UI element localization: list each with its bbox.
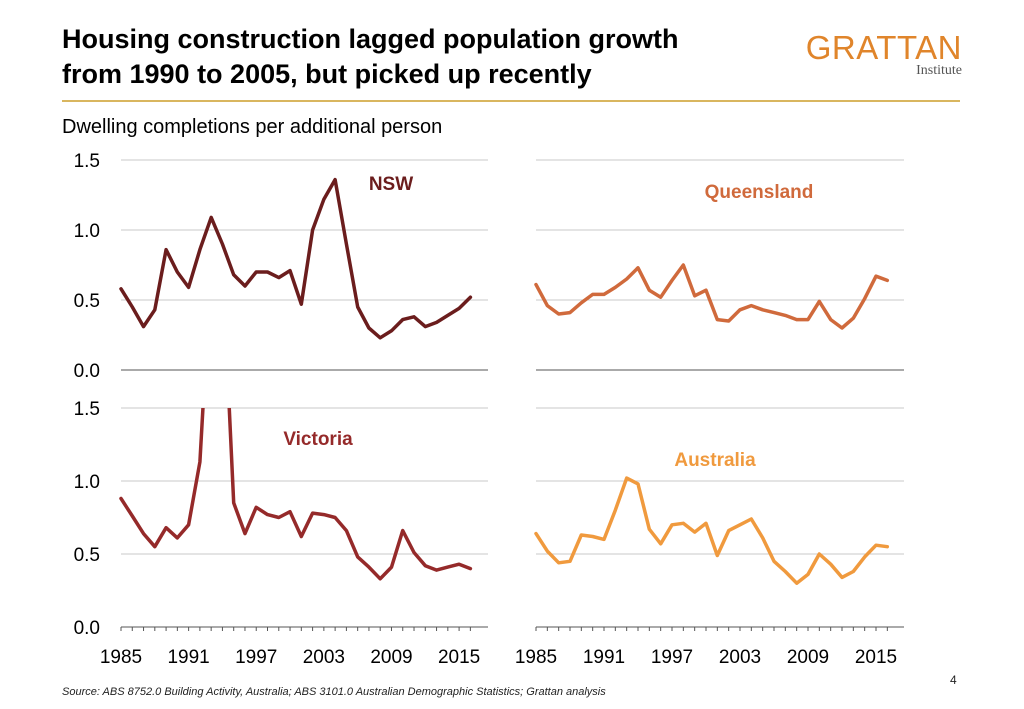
series-line-victoria <box>119 408 473 581</box>
title-line-1: Housing construction lagged population g… <box>62 24 679 54</box>
title-line-2: from 1990 to 2005, but picked up recentl… <box>62 59 592 89</box>
source-note: Source: ABS 8752.0 Building Activity, Au… <box>62 686 606 698</box>
y-tick-label: 1.0 <box>74 221 100 242</box>
logo-main-text: GRATTAN <box>805 29 962 66</box>
y-tick-label: 0.5 <box>74 291 100 312</box>
x-tick-label: 1991 <box>167 647 209 668</box>
x-tick-label: 1997 <box>651 647 693 668</box>
x-tick-label: 1991 <box>583 647 625 668</box>
title-divider <box>62 100 960 102</box>
panel-top-right: Queensland <box>534 159 904 371</box>
y-tick-label: 1.5 <box>74 151 100 172</box>
x-tick-label: 2003 <box>719 647 761 668</box>
logo-sub-text: Institute <box>916 63 962 78</box>
x-tick-label: 2015 <box>855 647 897 668</box>
x-tick-label: 2009 <box>370 647 412 668</box>
panel-bottom-left: 0.0 0.5 1.0 1.5 1985 1991 1997 2003 2009 2015 Vict… <box>74 399 488 668</box>
y-tick-label: 1.0 <box>74 472 100 493</box>
x-tick-label: 2015 <box>438 647 480 668</box>
x-tick-label: 1985 <box>100 647 142 668</box>
panel-bottom-right: 1985 1991 1997 2003 2009 2015 Australia <box>515 407 904 668</box>
x-tick-label: 1997 <box>235 647 277 668</box>
series-label-queensland: Queensland <box>705 182 814 203</box>
x-tick-label: 1985 <box>515 647 557 668</box>
series-line-nsw <box>119 177 473 340</box>
y-tick-label: 0.0 <box>74 361 100 382</box>
chart-title: Housing construction lagged population g… <box>62 22 802 92</box>
x-tick-label: 2003 <box>303 647 345 668</box>
grattan-logo: GRATTAN Institute <box>806 30 962 78</box>
y-tick-label: 0.5 <box>74 545 100 566</box>
x-tick-label: 2009 <box>787 647 829 668</box>
series-label-victoria: Victoria <box>283 429 353 450</box>
series-line-australia <box>534 476 890 585</box>
series-line-queensland <box>534 263 890 330</box>
panel-top-left: 0.0 0.5 1.0 1.5 NSW <box>74 151 488 382</box>
page-number: 4 <box>950 673 957 687</box>
series-label-nsw: NSW <box>369 174 413 195</box>
y-tick-label: 1.5 <box>74 399 100 420</box>
chart-subtitle: Dwelling completions per additional pers… <box>62 116 443 138</box>
series-label-australia: Australia <box>674 450 756 471</box>
y-tick-label: 0.0 <box>74 618 100 639</box>
